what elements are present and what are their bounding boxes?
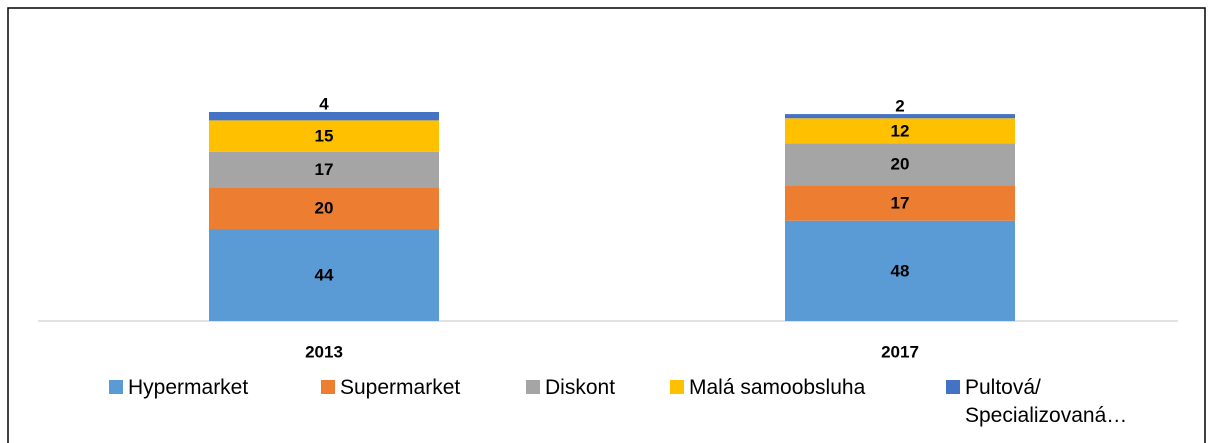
legend-label: Supermarket [340, 376, 461, 399]
legend-swatch [109, 380, 123, 394]
bar-segment [785, 114, 1015, 119]
legend-swatch [670, 380, 684, 394]
x-tick-label: 2017 [881, 342, 919, 361]
legend-swatch [946, 380, 960, 394]
bar-segment [785, 143, 1015, 186]
data-label: 15 [315, 127, 334, 146]
x-tick-label: 2013 [305, 342, 343, 361]
legend-item: Diskont [526, 374, 615, 402]
data-label: 2 [895, 97, 904, 116]
bar-segment [785, 220, 1015, 321]
data-label: 17 [315, 160, 334, 179]
legend-label: Malá samoobsluha [689, 376, 866, 399]
bar-segment [785, 118, 1015, 144]
data-label: 44 [315, 266, 334, 285]
data-label: 20 [891, 155, 910, 174]
data-label: 12 [891, 121, 910, 140]
bar-segment [209, 187, 439, 230]
legend-swatch [526, 380, 540, 394]
data-label: 17 [891, 193, 910, 212]
legend-item: Pultová/ Specializovaná… [946, 374, 1176, 430]
legend-swatch [321, 380, 335, 394]
bar-segment [209, 151, 439, 188]
bar-segment [785, 185, 1015, 221]
data-label: 20 [315, 199, 334, 218]
legend-label: Pultová/ Specializovaná… [965, 376, 1128, 427]
legend-item: Malá samoobsluha [670, 374, 865, 402]
legend-label: Diskont [545, 376, 616, 399]
bar-segment [209, 112, 439, 121]
legend-label: Hypermarket [128, 376, 249, 399]
bar-segment [209, 229, 439, 321]
data-label: 48 [891, 261, 910, 280]
legend-item: Hypermarket [109, 374, 248, 402]
data-label: 4 [319, 94, 329, 113]
bar-segment [209, 120, 439, 152]
legend-item: Supermarket [321, 374, 460, 402]
